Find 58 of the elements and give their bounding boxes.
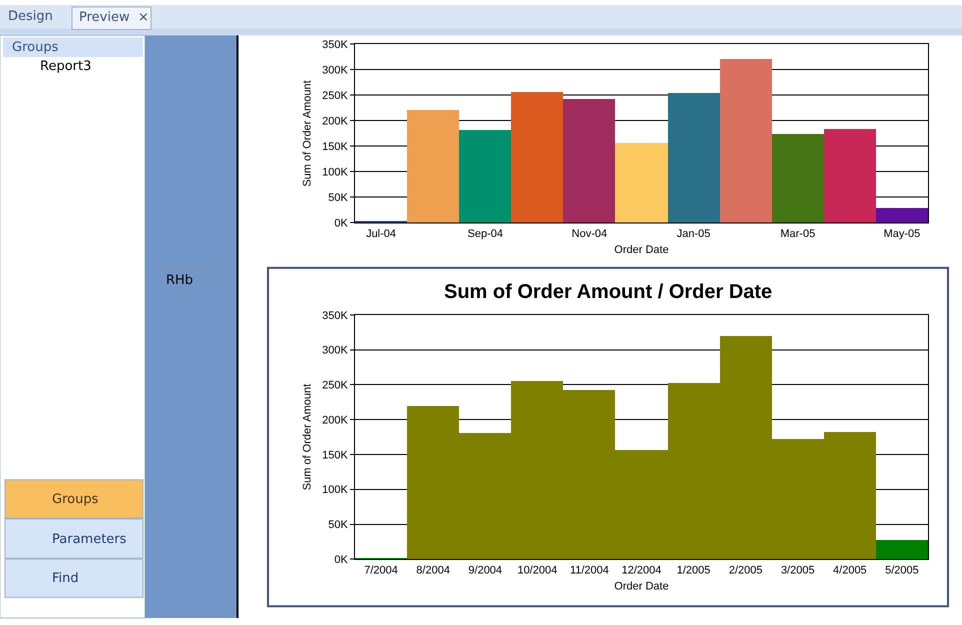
x-tick-label: May-05: [884, 228, 920, 240]
bar: [511, 92, 563, 223]
y-tick-label: 0K: [334, 554, 348, 566]
x-tick-label: 8/2004: [416, 564, 450, 576]
x-tick-label: 4/2005: [833, 564, 867, 576]
text: Groups: [12, 40, 59, 55]
bar: [563, 99, 615, 223]
x-tick-label: 5/2005: [885, 564, 919, 576]
bar: [615, 143, 668, 223]
x-tick-label: 9/2004: [468, 564, 502, 576]
y-axis-title: Sum of Order Amount: [302, 80, 314, 187]
bar: [407, 110, 459, 223]
x-axis-title: Order Date: [614, 244, 669, 256]
y-axis-title: Sum of Order Amount: [302, 384, 314, 490]
x-tick-label: Sep-04: [467, 228, 503, 240]
y-tick-label: 250K: [322, 90, 348, 102]
x-tick-label: 12/2004: [622, 564, 662, 576]
text: Report3: [40, 59, 92, 74]
text: Find: [52, 571, 79, 586]
bar: [876, 208, 928, 223]
bar: [668, 93, 720, 223]
x-tick-label: Nov-04: [572, 228, 608, 240]
x-tick-label: 1/2005: [676, 564, 710, 576]
text: Preview: [79, 10, 130, 25]
x-tick-label: 11/2004: [570, 564, 609, 576]
y-tick-label: 200K: [322, 414, 348, 426]
text: RHb: [166, 273, 194, 288]
x-tick-label: 7/2004: [364, 564, 398, 576]
x-tick-label: Jul-04: [366, 228, 396, 240]
x-tick-label: Jan-05: [676, 228, 710, 240]
y-tick-label: 200K: [322, 116, 348, 128]
y-tick-label: 100K: [322, 484, 348, 496]
bar: [876, 540, 928, 559]
x-tick-label: Mar-05: [780, 228, 816, 240]
y-tick-label: 350K: [322, 310, 348, 322]
y-tick-label: 350K: [322, 39, 348, 52]
x-tick-label: 2/2005: [728, 564, 763, 576]
bar: [720, 59, 772, 223]
text: Design: [8, 9, 53, 24]
text: Groups: [52, 492, 99, 507]
bar: [459, 130, 511, 223]
bar: [824, 129, 876, 223]
text: ×: [138, 10, 149, 25]
y-tick-label: 250K: [322, 380, 348, 392]
chart-title: Sum of Order Amount / Order Date: [444, 281, 772, 303]
y-tick-label: 0K: [334, 218, 348, 230]
y-tick-label: 150K: [322, 141, 348, 154]
y-tick-label: 100K: [322, 166, 348, 179]
text: Parameters: [52, 532, 127, 547]
y-tick-label: 150K: [322, 449, 348, 462]
y-tick-label: 50K: [328, 519, 348, 532]
y-tick-label: 300K: [322, 344, 348, 357]
x-axis-title: Order Date: [614, 580, 669, 593]
x-tick-label: 3/2005: [780, 564, 815, 576]
y-tick-label: 50K: [328, 192, 348, 204]
x-tick-label: 10/2004: [517, 564, 558, 576]
y-tick-label: 300K: [322, 64, 348, 77]
bar: [772, 134, 824, 223]
